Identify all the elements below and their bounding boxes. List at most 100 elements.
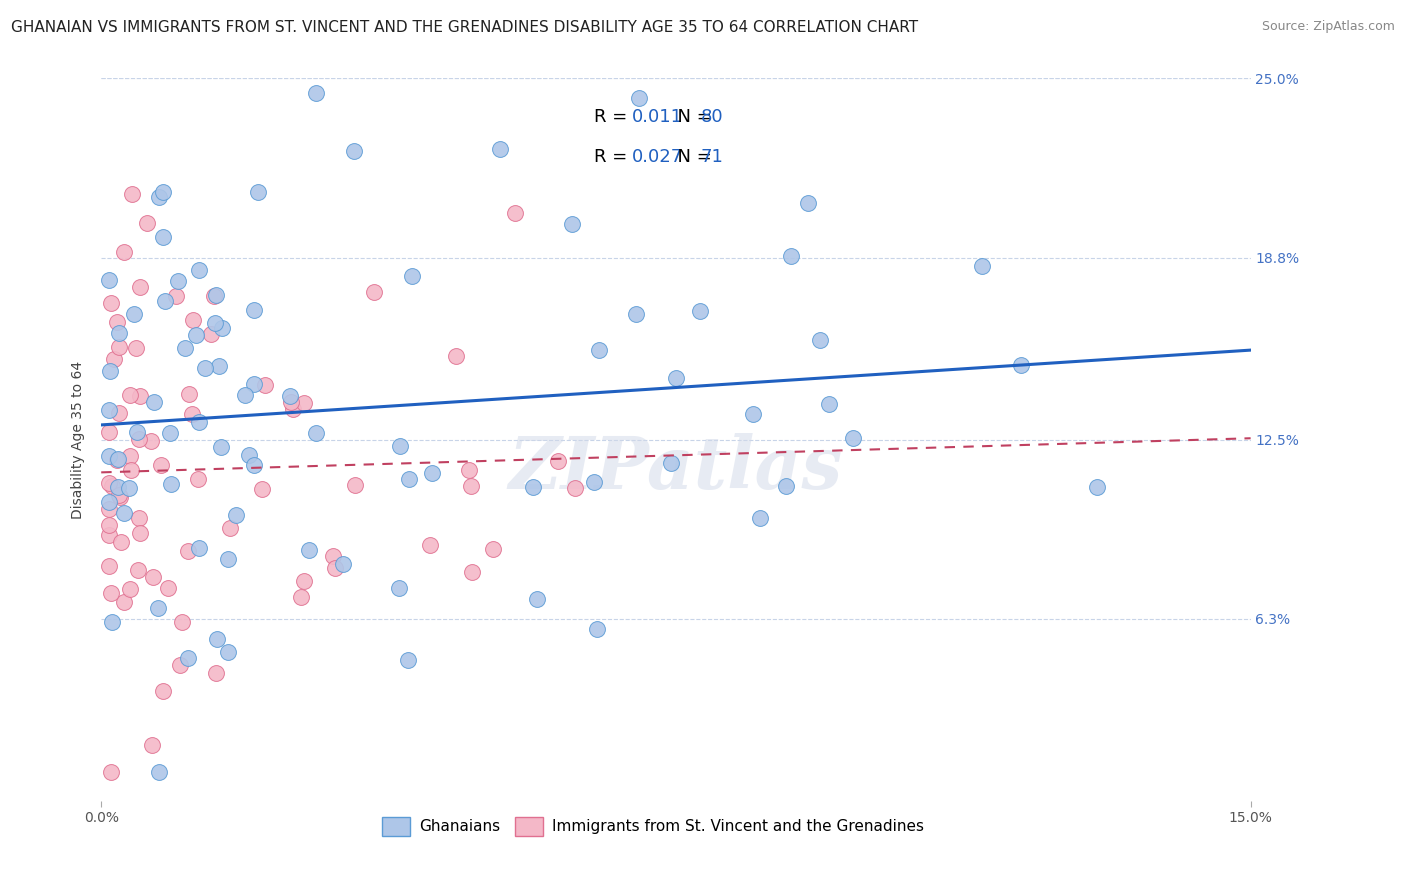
- Point: [398, 472, 420, 486]
- Legend: Ghanaians, Immigrants from St. Vincent and the Grenadines: Ghanaians, Immigrants from St. Vincent a…: [374, 809, 931, 844]
- Point: [344, 478, 367, 492]
- Point: [209, 440, 232, 454]
- Point: [110, 534, 132, 549]
- Point: [1010, 358, 1032, 372]
- Point: [100, 615, 122, 630]
- Point: [659, 456, 682, 470]
- Point: [165, 289, 187, 303]
- Text: 80: 80: [700, 108, 723, 126]
- Point: [152, 185, 174, 199]
- Point: [156, 581, 179, 595]
- Point: [129, 526, 152, 541]
- Point: [292, 574, 315, 588]
- Point: [105, 315, 128, 329]
- Point: [107, 340, 129, 354]
- Text: 0.011: 0.011: [631, 108, 682, 126]
- Point: [181, 313, 204, 327]
- Point: [247, 185, 270, 199]
- Point: [100, 363, 122, 377]
- Point: [122, 307, 145, 321]
- Point: [420, 466, 443, 480]
- Point: [419, 538, 441, 552]
- Point: [103, 352, 125, 367]
- Point: [389, 439, 412, 453]
- Point: [125, 342, 148, 356]
- Point: [108, 488, 131, 502]
- Point: [97, 273, 120, 287]
- Point: [152, 230, 174, 244]
- Point: [323, 561, 346, 575]
- Point: [112, 506, 135, 520]
- Point: [796, 196, 818, 211]
- Point: [153, 294, 176, 309]
- Point: [225, 508, 247, 523]
- Point: [343, 144, 366, 158]
- Point: [624, 307, 647, 321]
- Point: [184, 327, 207, 342]
- Point: [150, 458, 173, 472]
- Point: [489, 142, 512, 156]
- Point: [689, 304, 711, 318]
- Point: [564, 481, 586, 495]
- Point: [217, 552, 239, 566]
- Point: [97, 528, 120, 542]
- Point: [160, 476, 183, 491]
- Point: [179, 387, 201, 401]
- Point: [120, 463, 142, 477]
- Point: [180, 407, 202, 421]
- Point: [547, 454, 569, 468]
- Point: [253, 378, 276, 392]
- Point: [842, 431, 865, 445]
- Point: [522, 480, 544, 494]
- Point: [188, 541, 211, 555]
- Point: [219, 521, 242, 535]
- Point: [458, 463, 481, 477]
- Point: [387, 582, 409, 596]
- Point: [177, 543, 200, 558]
- Point: [205, 288, 228, 302]
- Point: [401, 268, 423, 283]
- Point: [585, 622, 607, 636]
- Point: [460, 479, 482, 493]
- Point: [97, 559, 120, 574]
- Point: [97, 402, 120, 417]
- Point: [159, 426, 181, 441]
- Point: [808, 334, 831, 348]
- Point: [100, 586, 122, 600]
- Point: [243, 458, 266, 473]
- Text: ZIPatlas: ZIPatlas: [509, 434, 844, 504]
- Point: [169, 658, 191, 673]
- Point: [396, 652, 419, 666]
- Point: [187, 262, 209, 277]
- Point: [128, 279, 150, 293]
- Point: [129, 389, 152, 403]
- Point: [118, 450, 141, 464]
- Point: [97, 476, 120, 491]
- Point: [100, 764, 122, 779]
- Point: [290, 591, 312, 605]
- Point: [152, 684, 174, 698]
- Point: [127, 563, 149, 577]
- Point: [283, 402, 305, 417]
- Point: [141, 739, 163, 753]
- Point: [818, 397, 841, 411]
- Point: [481, 541, 503, 556]
- Point: [217, 645, 239, 659]
- Y-axis label: Disability Age 35 to 64: Disability Age 35 to 64: [72, 360, 86, 519]
- Point: [121, 187, 143, 202]
- Point: [128, 432, 150, 446]
- Point: [779, 249, 801, 263]
- Point: [461, 565, 484, 579]
- Point: [305, 425, 328, 440]
- Point: [118, 481, 141, 495]
- Point: [582, 475, 605, 490]
- Text: N =: N =: [666, 148, 717, 166]
- Point: [332, 557, 354, 571]
- Point: [108, 326, 131, 340]
- Point: [243, 377, 266, 392]
- Point: [172, 615, 194, 629]
- Point: [100, 295, 122, 310]
- Text: Source: ZipAtlas.com: Source: ZipAtlas.com: [1261, 20, 1395, 33]
- Point: [148, 190, 170, 204]
- Point: [148, 764, 170, 779]
